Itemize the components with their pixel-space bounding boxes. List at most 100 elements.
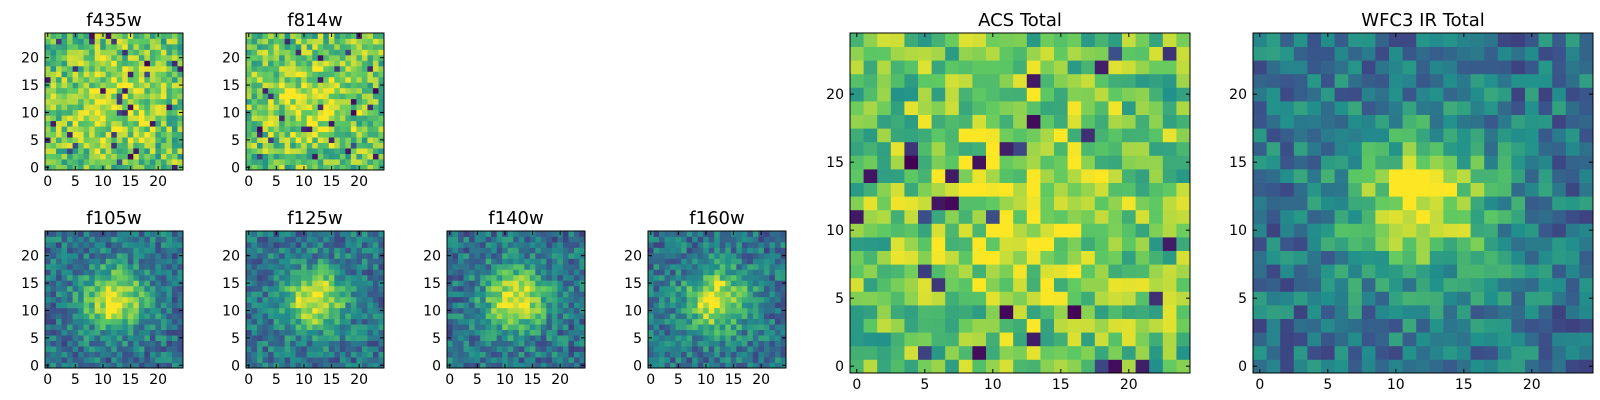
heatmap-cell xyxy=(774,291,781,298)
heatmap-cell xyxy=(1511,33,1526,47)
heatmap-cell xyxy=(61,263,68,270)
heatmap-cell xyxy=(284,115,291,122)
heatmap-cell xyxy=(863,141,878,156)
heatmap-cell xyxy=(56,120,62,127)
heatmap-cell xyxy=(171,231,178,237)
heatmap-cell xyxy=(692,313,699,320)
heatmap-cell xyxy=(171,362,178,369)
heatmap-cell xyxy=(122,148,129,154)
heatmap-cell xyxy=(480,362,487,369)
heatmap-cell xyxy=(111,318,118,325)
heatmap-cell xyxy=(72,109,79,116)
heatmap-cell xyxy=(284,93,291,100)
heatmap-cell xyxy=(877,318,892,333)
heatmap-cell xyxy=(273,247,280,254)
heatmap-cell xyxy=(339,252,346,259)
heatmap-cell xyxy=(546,362,553,369)
heatmap-cell xyxy=(251,60,258,67)
heatmap-cell xyxy=(94,252,101,259)
heatmap-cell xyxy=(1149,33,1164,47)
heatmap-cell xyxy=(122,60,129,67)
heatmap-cell xyxy=(105,60,112,67)
heatmap-cell xyxy=(339,291,346,298)
heatmap-cell xyxy=(1525,359,1539,374)
heatmap-cell xyxy=(463,324,470,331)
heatmap-cell xyxy=(268,329,274,336)
heatmap-cell xyxy=(1484,128,1499,143)
heatmap-cell xyxy=(378,340,385,347)
heatmap-cell xyxy=(918,114,932,129)
heatmap-cell xyxy=(931,345,946,360)
heatmap-cell xyxy=(653,340,660,347)
heatmap-cell xyxy=(361,104,368,111)
heatmap-cell xyxy=(160,313,167,320)
heatmap-cell xyxy=(774,335,781,341)
heatmap-cell xyxy=(301,137,308,143)
heatmap-cell xyxy=(1457,196,1471,211)
heatmap-cell xyxy=(160,148,167,154)
heatmap-cell xyxy=(144,159,151,165)
heatmap-cell xyxy=(361,285,368,292)
heatmap-cell xyxy=(262,302,269,309)
heatmap-cell xyxy=(295,98,302,105)
heatmap-cell xyxy=(1253,114,1267,129)
heatmap-cell xyxy=(986,128,1000,143)
y-tick-label: 20 xyxy=(1229,87,1247,103)
heatmap-cell xyxy=(61,313,68,320)
heatmap-cell xyxy=(714,291,721,298)
heatmap-cell xyxy=(56,307,62,314)
heatmap-cell xyxy=(171,236,178,243)
heatmap-cell xyxy=(1416,182,1431,197)
heatmap-cell xyxy=(557,357,564,363)
heatmap-cell xyxy=(850,196,864,211)
heatmap-cell xyxy=(116,302,123,309)
heatmap-cell xyxy=(904,182,919,197)
heatmap-cell xyxy=(350,159,357,165)
heatmap-cell xyxy=(89,126,96,133)
heatmap-cell xyxy=(89,109,96,116)
heatmap-cell xyxy=(474,329,481,336)
heatmap-cell xyxy=(1162,264,1177,279)
heatmap-cell xyxy=(50,296,57,303)
heatmap-cell xyxy=(50,33,57,39)
heatmap-cell xyxy=(116,153,123,160)
heatmap-cell xyxy=(149,280,156,287)
heatmap-cell xyxy=(89,324,96,331)
heatmap-cell xyxy=(350,346,357,352)
heatmap-cell xyxy=(1429,345,1444,360)
heatmap-cell xyxy=(562,351,569,358)
heatmap-cell xyxy=(166,43,173,50)
heatmap-cell xyxy=(273,302,280,309)
heatmap-cell xyxy=(268,357,274,363)
heatmap-cell xyxy=(659,362,665,369)
heatmap-cell xyxy=(127,38,134,45)
heatmap-cell xyxy=(535,231,542,237)
heatmap-cell xyxy=(664,302,671,309)
heatmap-cell xyxy=(339,142,346,149)
heatmap-cell xyxy=(367,98,374,105)
heatmap-cell xyxy=(1552,305,1567,319)
heatmap-cell xyxy=(1026,101,1041,115)
heatmap-cell xyxy=(670,302,676,309)
heatmap-cell xyxy=(378,291,385,298)
heatmap-cell xyxy=(111,324,118,331)
heatmap-cell xyxy=(1108,318,1123,333)
heatmap-cell xyxy=(284,65,291,72)
heatmap-cell xyxy=(160,115,167,122)
heatmap-cell xyxy=(251,98,258,105)
heatmap-cell xyxy=(507,324,514,331)
heatmap-cell xyxy=(551,247,558,254)
heatmap-cell xyxy=(100,269,107,276)
heatmap-cell xyxy=(557,258,564,265)
heatmap-cell xyxy=(1293,318,1308,333)
heatmap-cell xyxy=(1375,73,1390,88)
heatmap-cell xyxy=(290,126,297,133)
heatmap-cell xyxy=(122,252,129,259)
heatmap-cell xyxy=(155,87,162,94)
heatmap-cell xyxy=(1253,169,1267,183)
heatmap-cell xyxy=(496,346,503,352)
heatmap-cell xyxy=(562,313,569,320)
heatmap-cell xyxy=(171,324,178,331)
heatmap-cell xyxy=(279,285,286,292)
heatmap-cell xyxy=(50,357,57,363)
